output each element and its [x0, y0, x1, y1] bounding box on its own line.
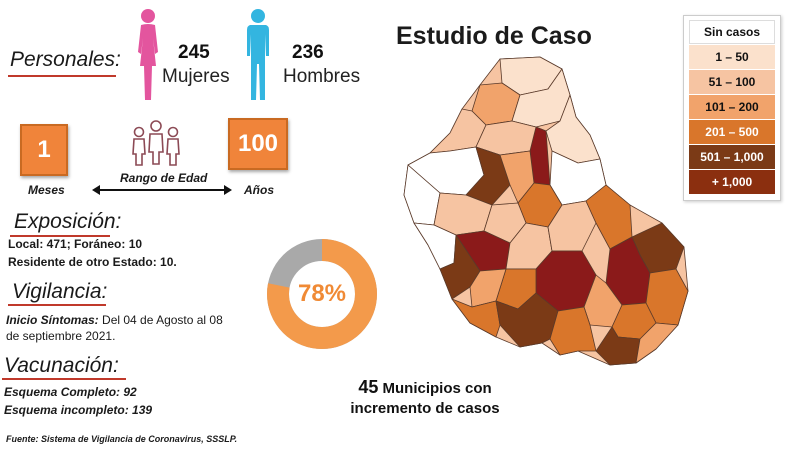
municipios-line-2: incremento de casos	[350, 400, 500, 417]
region-s3	[549, 306, 597, 356]
min-age-unit: Meses	[28, 183, 65, 197]
vigilancia-underline	[8, 304, 106, 306]
legend-item: 1 – 50	[689, 45, 775, 69]
legend-item: 201 – 500	[689, 120, 775, 144]
max-age-unit: Años	[244, 183, 274, 197]
municipios-count: 45	[358, 377, 379, 397]
legend-item: + 1,000	[689, 170, 775, 194]
exposicion-underline	[10, 235, 110, 237]
vacunacion-underline	[2, 378, 126, 380]
personales-underline	[8, 75, 116, 77]
man-icon	[247, 9, 269, 100]
percent-donut	[267, 239, 377, 349]
max-age-value: 100	[237, 130, 279, 157]
legend-item: 51 – 100	[689, 70, 775, 94]
men-count: 236	[292, 42, 324, 63]
vigilancia-dates-a: Del 04 de Agosto al 08	[98, 313, 223, 327]
municipios-line-1: Municipios con	[378, 380, 492, 397]
vacunacion-line-1: Esquema Completo: 92	[4, 385, 137, 399]
age-range-arrow-icon	[92, 185, 232, 195]
legend-item: 501 – 1,000	[689, 145, 775, 169]
vacunacion-line-2: Esquema incompleto: 139	[4, 403, 153, 417]
donut-fill-arc	[267, 239, 377, 349]
exposicion-line-2: Residente de otro Estado: 10.	[8, 255, 177, 269]
map-title: Estudio de Caso	[396, 22, 592, 50]
state-municipality-map	[403, 56, 689, 366]
region-e8	[635, 322, 679, 364]
vigilancia-label: Inicio Síntomas:	[6, 313, 99, 327]
woman-icon	[138, 9, 158, 100]
legend-item: 101 – 200	[689, 95, 775, 119]
men-label: Hombres	[283, 66, 361, 87]
footer-source: Fuente: Sistema de Vigilancia de Coronav…	[6, 434, 238, 444]
region-c11	[469, 268, 507, 308]
vigilancia-dates-b: de septiembre 2021.	[6, 329, 116, 343]
municipios-text: 45 Municipios con incremento de casos	[330, 377, 520, 419]
vigilancia-title: Vigilancia:	[12, 280, 108, 303]
min-age-value: 1	[37, 136, 51, 163]
exposicion-line-1: Local: 471; Foráneo: 10	[8, 237, 143, 251]
min-age-box: 1	[20, 124, 68, 176]
vigilancia-text: Inicio Síntomas: Del 04 de Agosto al 08 …	[6, 312, 256, 344]
max-age-box: 100	[228, 118, 288, 170]
donut-percent-label: 78%	[297, 280, 347, 307]
personales-title: Personales:	[10, 48, 121, 71]
people-group-icon	[132, 120, 180, 166]
women-label: Mujeres	[162, 66, 230, 87]
age-range-label: Rango de Edad	[120, 171, 208, 185]
women-count: 245	[178, 42, 210, 63]
vacunacion-title: Vacunación:	[4, 354, 119, 377]
legend-item: Sin casos	[689, 20, 775, 44]
exposicion-title: Exposición:	[14, 210, 122, 233]
